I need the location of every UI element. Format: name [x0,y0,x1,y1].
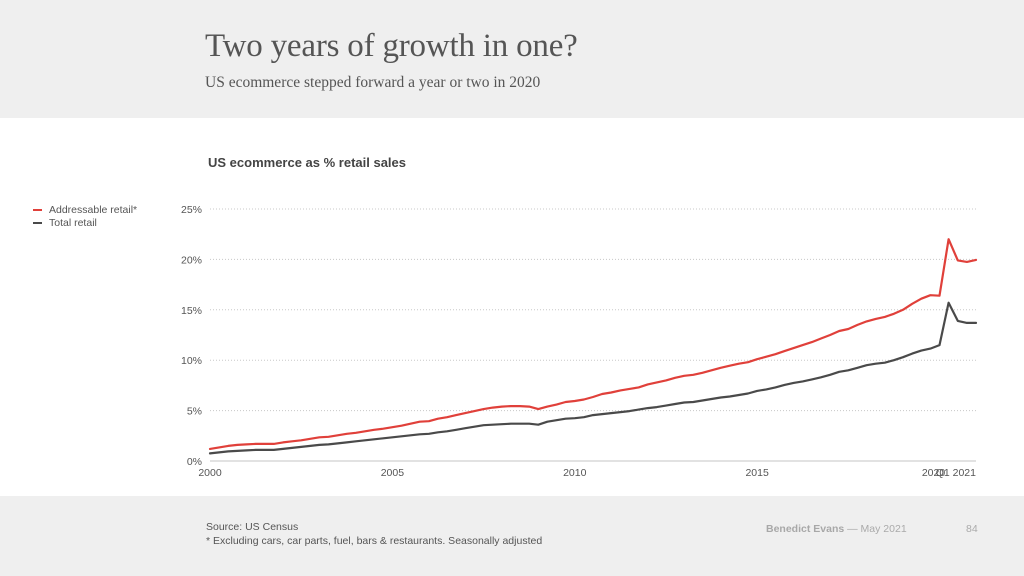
x-tick-label: 2005 [381,467,405,479]
x-tick-label: Q1 2021 [936,467,976,479]
legend-item-total: Total retail [33,216,137,229]
x-tick-label: 2020 [922,467,946,479]
footnote-text: * Excluding cars, car parts, fuel, bars … [206,535,543,547]
x-tick-label: 2010 [563,467,587,479]
source-text: Source: US Census [206,521,299,533]
legend-swatch-total [33,221,42,224]
grid-layer [210,208,976,412]
x-tick-label: 2000 [198,467,222,479]
y-tick-label: 25% [181,204,202,216]
series-line-total-retail [208,301,978,455]
legend-label-addressable: Addressable retail* [49,203,138,216]
chart-title: US ecommerce as % retail sales [208,155,407,170]
page-number: 84 [966,523,978,535]
y-tick-label: 5% [187,406,202,418]
legend-label-total: Total retail [49,216,97,229]
chart-legend: Addressable retail* Total retail [33,203,137,229]
footer-source: Source: US Census * Excluding cars, car … [206,520,542,548]
footer-author: Benedict Evans — May 2021 [766,523,907,535]
author-date: — May 2021 [847,523,907,535]
x-tick-label: 2015 [745,467,769,479]
y-tick-label: 10% [181,355,202,367]
header-band [0,0,1024,118]
y-tick-label: 0% [187,456,202,468]
series-layer [208,238,978,455]
slide-title: Two years of growth in one? [205,28,578,64]
author-name: Benedict Evans [766,523,845,535]
y-tick-label: 20% [181,254,202,266]
y-tick-label: 15% [181,305,202,317]
legend-item-addressable: Addressable retail* [33,203,137,216]
series-line-addressable-retail [208,238,978,450]
legend-swatch-addressable [33,208,42,211]
slide-subtitle: US ecommerce stepped forward a year or t… [205,74,541,91]
footer-band [0,496,1024,576]
